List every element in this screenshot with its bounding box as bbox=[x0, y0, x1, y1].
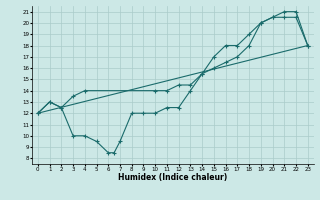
X-axis label: Humidex (Indice chaleur): Humidex (Indice chaleur) bbox=[118, 173, 228, 182]
